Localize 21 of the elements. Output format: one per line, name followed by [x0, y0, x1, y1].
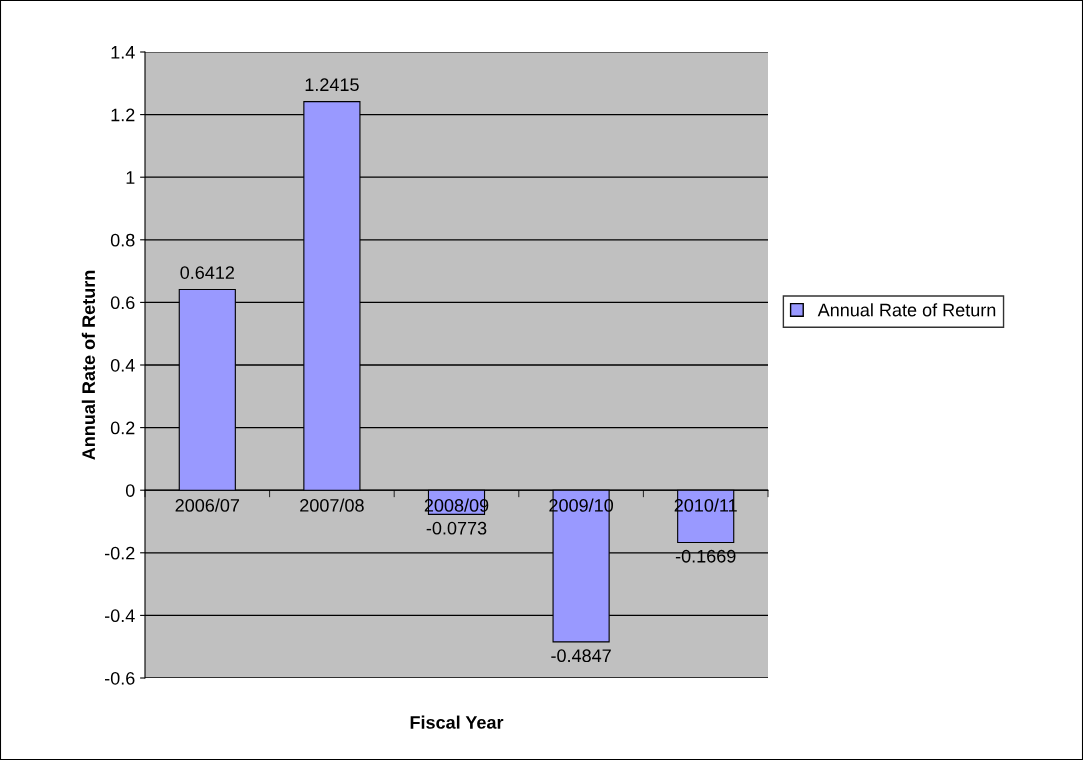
x-tick-label: 2006/07	[175, 498, 240, 512]
legend-label: Annual Rate of Return	[817, 303, 996, 317]
y-tick-label: 1	[126, 171, 135, 184]
x-axis-title: Fiscal Year	[410, 715, 504, 729]
data-label: -0.4847	[551, 649, 611, 663]
y-tick-label: 0.8	[110, 233, 135, 247]
y-tick-label: 1.2	[111, 108, 135, 122]
y-tick-label: 0	[125, 484, 135, 497]
data-label: 0.6412	[180, 266, 235, 279]
x-tick-label: 2007/08	[300, 498, 364, 512]
y-tick-label: 0.2	[110, 421, 135, 435]
y-tick-label: -0.2	[104, 546, 135, 560]
y-tick-label: -0.6	[104, 671, 135, 685]
y-tick-label: 0.6	[110, 296, 135, 310]
data-label: 1.2415	[305, 78, 359, 92]
data-label: -0.0773	[426, 521, 487, 535]
data-label: -0.1669	[675, 549, 736, 563]
y-tick-label: -0.4	[104, 609, 135, 623]
y-tick-label: 1.4	[111, 46, 135, 59]
y-axis-title: Annual Rate of Return	[81, 270, 96, 460]
y-tick-label: 0.4	[110, 358, 135, 372]
